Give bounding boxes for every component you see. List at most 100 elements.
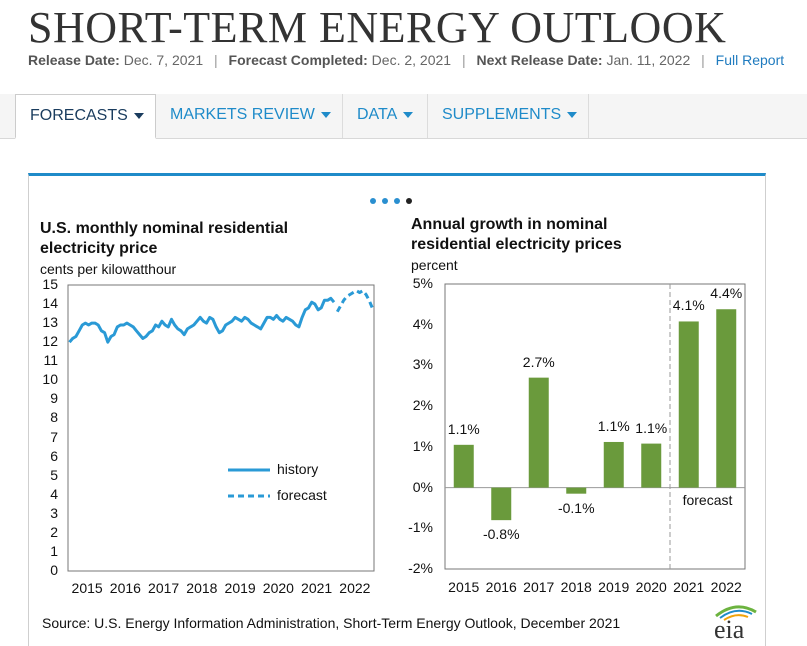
x-tick-label: 2022 [339, 580, 371, 596]
logo-text: eia [714, 615, 745, 640]
x-tick-label: 2022 [710, 579, 742, 595]
carousel-dot[interactable] [382, 198, 388, 204]
forecast-series-line [335, 289, 374, 313]
x-tick-label: 2019 [224, 580, 256, 596]
data-label: 1.1% [597, 417, 630, 434]
x-tick-label: 2017 [523, 579, 555, 595]
x-tick-label: 2021 [301, 580, 333, 596]
history-series-line [68, 296, 336, 344]
caret-down-icon [567, 111, 578, 118]
tab-markets-review[interactable]: MARKETS REVIEW [156, 94, 343, 138]
line-chart-title: U.S. monthly nominal residential electri… [40, 220, 289, 257]
next-release-value: Jan. 11, 2022 [606, 52, 691, 68]
carousel-dot[interactable] [370, 198, 376, 204]
bar-2022 [716, 309, 737, 488]
tab-label: DATA [357, 106, 398, 123]
y-tick-label: 13 [42, 314, 58, 331]
data-label: 4.4% [710, 285, 743, 302]
x-tick-label: 2015 [71, 580, 103, 596]
bar-2016 [491, 487, 512, 521]
y-tick-label: -2% [408, 560, 433, 576]
tab-supplements[interactable]: SUPPLEMENTS [428, 94, 589, 138]
carousel-dots [370, 191, 418, 209]
data-label: -0.8% [482, 526, 520, 543]
tab-forecasts[interactable]: FORECASTS [15, 94, 156, 139]
y-tick-label: 1 [50, 542, 58, 559]
legend-history-label: history [277, 461, 319, 477]
tab-label: FORECASTS [30, 107, 128, 124]
forecast-completed-value: Dec. 2, 2021 [371, 52, 452, 68]
x-tick-label: 2020 [635, 579, 667, 595]
release-date-value: Dec. 7, 2021 [123, 52, 204, 68]
carousel-dot[interactable] [394, 198, 400, 204]
chart-panel [28, 173, 766, 646]
bar-2021 [678, 321, 699, 488]
data-label: 4.1% [672, 297, 705, 314]
y-tick-label: 6 [50, 447, 58, 464]
y-tick-label: 5% [412, 275, 433, 291]
y-tick-label: 0% [412, 478, 433, 495]
plot-frame [67, 284, 375, 572]
x-tick-label: 2021 [673, 579, 705, 595]
bar-2019 [603, 441, 624, 488]
bar-2015 [453, 444, 474, 488]
x-tick-label: 2015 [448, 579, 480, 595]
caret-down-icon [133, 112, 144, 119]
y-tick-label: 2 [50, 523, 58, 540]
y-tick-label: 11 [43, 352, 58, 369]
y-tick-label: 8 [50, 409, 58, 426]
separator: | [461, 52, 466, 68]
page-title: SHORT-TERM ENERGY OUTLOOK [28, 3, 727, 52]
x-tick-label: 2018 [186, 580, 218, 596]
y-tick-label: 10 [42, 371, 58, 388]
x-tick-label: 2020 [262, 580, 294, 596]
x-tick-label: 2018 [560, 579, 592, 595]
bar-2018 [566, 487, 587, 494]
tab-label: SUPPLEMENTS [442, 106, 562, 123]
y-tick-label: 7 [50, 428, 58, 445]
x-tick-label: 2019 [598, 579, 630, 595]
y-tick-label: 3 [50, 504, 58, 521]
separator: | [701, 52, 705, 68]
x-tick-label: 2016 [485, 579, 517, 595]
legend-forecast-label: forecast [277, 487, 327, 503]
main-nav: FORECASTS MARKETS REVIEW DATA SUPPLEMENT… [0, 94, 807, 139]
line-chart-ylabel: cents per kilowatthour [40, 261, 177, 277]
bar-2020 [641, 443, 662, 488]
bar-chart-title: Annual growth in nominal residential ele… [411, 216, 622, 253]
bar-2017 [528, 377, 549, 488]
y-tick-label: 9 [50, 390, 58, 407]
data-label: 1.1% [635, 419, 668, 436]
x-tick-label: 2016 [109, 580, 141, 596]
y-tick-label: -1% [408, 519, 433, 536]
y-tick-label: 1% [412, 437, 433, 454]
data-label: 1.1% [447, 420, 480, 437]
bar-chart-ylabel: percent [411, 257, 458, 273]
release-info: Release Date: Dec. 7, 2021 | Forecast Co… [28, 52, 784, 68]
y-tick-label: 14 [42, 295, 58, 312]
eia-logo: eia [712, 602, 760, 645]
tab-data[interactable]: DATA [343, 94, 428, 138]
plot-frame [444, 283, 746, 570]
y-tick-label: 4% [412, 315, 433, 332]
separator: | [214, 52, 218, 68]
forecast-completed-label: Forecast Completed: [228, 52, 368, 68]
carousel-dot-active[interactable] [406, 198, 412, 204]
y-tick-label: 0 [50, 562, 58, 578]
y-tick-label: 5 [50, 466, 58, 483]
forecast-label: forecast [682, 491, 733, 508]
tab-label: MARKETS REVIEW [170, 106, 315, 123]
y-tick-label: 3% [412, 356, 433, 373]
full-report-link[interactable]: Full Report [715, 52, 785, 68]
data-label: -0.1% [557, 499, 595, 516]
source-note: Source: U.S. Energy Information Administ… [42, 615, 621, 631]
release-date-label: Release Date: [28, 52, 120, 68]
data-label: 2.7% [522, 353, 555, 370]
y-tick-label: 2% [412, 397, 433, 414]
y-tick-label: 12 [42, 333, 58, 350]
caret-down-icon [320, 111, 331, 118]
next-release-label: Next Release Date: [476, 52, 603, 68]
x-tick-label: 2017 [148, 580, 180, 596]
